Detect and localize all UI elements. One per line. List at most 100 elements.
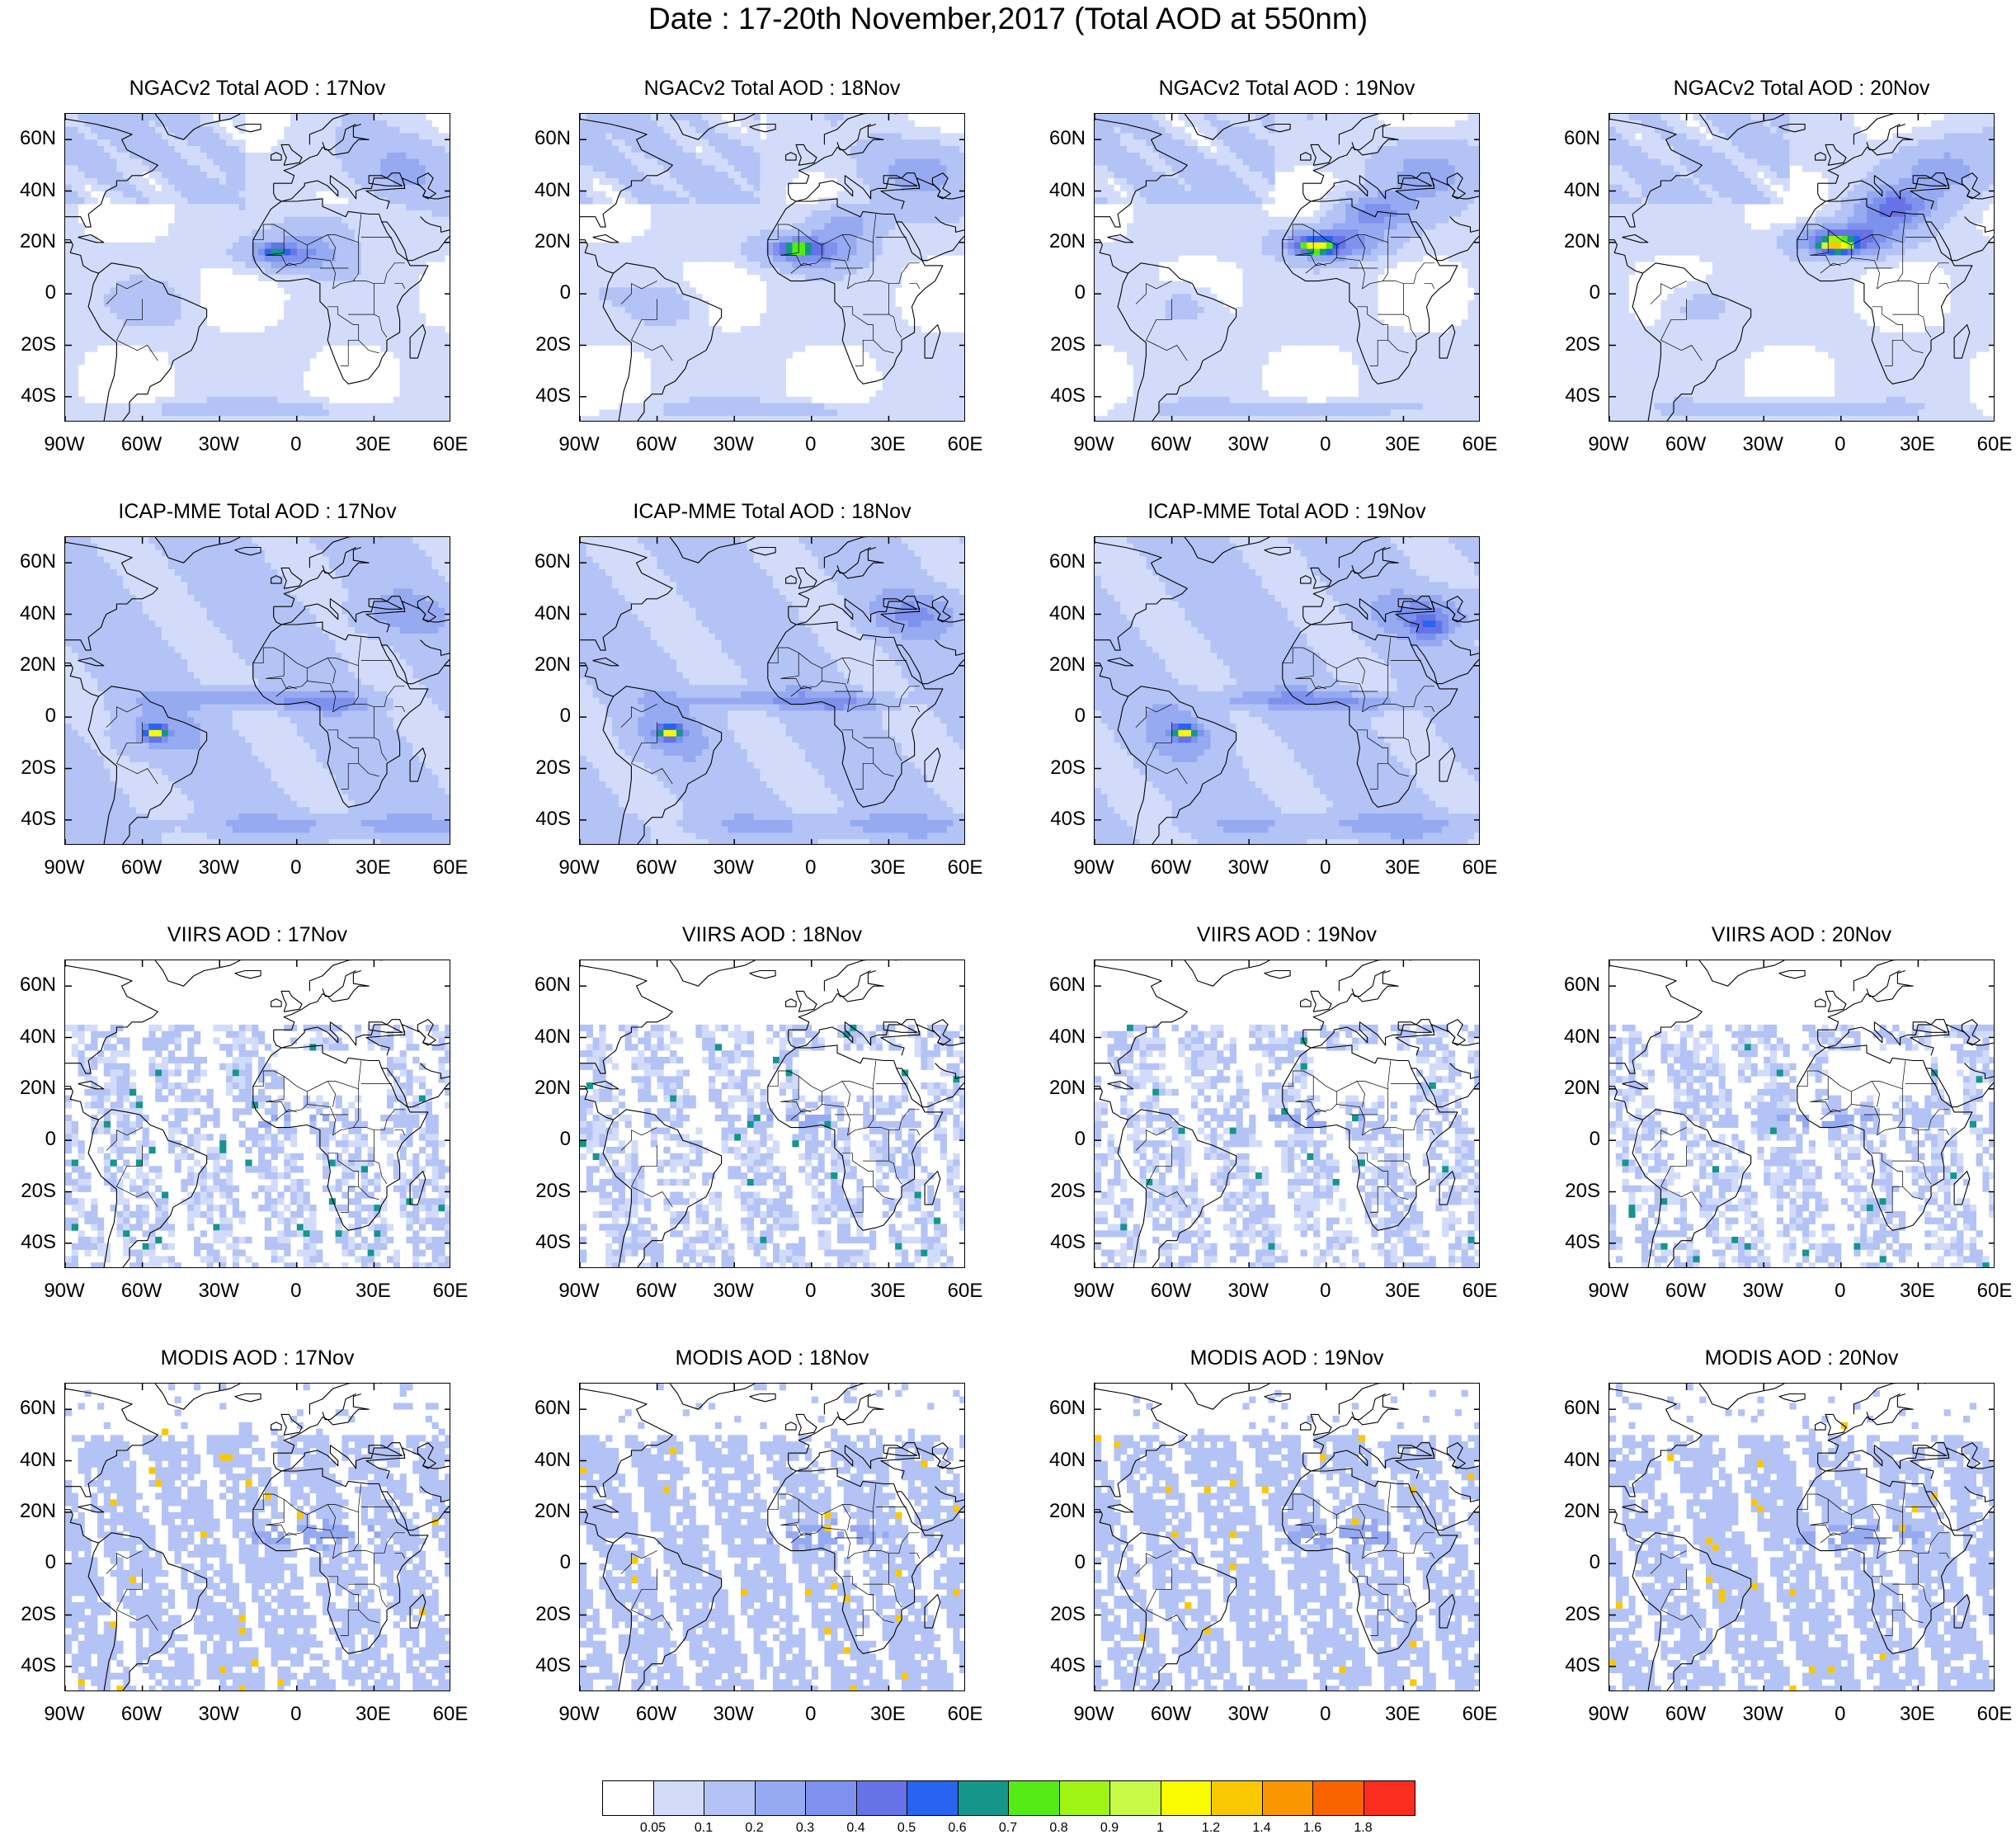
country-border xyxy=(767,214,877,246)
aod-cell xyxy=(323,204,330,211)
aod-cell xyxy=(91,306,98,314)
aod-cell xyxy=(682,396,690,403)
aod-cell xyxy=(785,177,793,186)
aod-cell xyxy=(155,197,163,205)
aod-cell xyxy=(1159,120,1166,127)
aod-cell xyxy=(380,345,388,352)
aod-cell xyxy=(130,177,137,186)
aod-cell xyxy=(284,306,291,314)
aod-cell xyxy=(174,204,181,211)
aod-cell xyxy=(888,255,896,262)
aod-cell xyxy=(130,114,137,121)
aod-cell xyxy=(323,139,330,147)
aod-cell xyxy=(773,177,780,186)
aod-cell xyxy=(258,409,266,417)
aod-cell xyxy=(387,229,394,237)
aod-cell xyxy=(71,358,78,365)
aod-cell xyxy=(902,384,909,391)
aod-cell xyxy=(702,338,709,346)
aod-cell xyxy=(123,268,130,276)
aod-cell xyxy=(1203,133,1211,140)
aod-cell xyxy=(194,306,201,314)
aod-cell xyxy=(940,197,947,205)
aod-cell xyxy=(335,165,342,172)
aod-cell xyxy=(592,248,600,256)
aod-cell xyxy=(599,139,606,147)
aod-cell xyxy=(650,409,657,417)
aod-cell xyxy=(785,152,793,159)
aod-cell xyxy=(71,172,78,179)
aod-cell xyxy=(277,184,285,191)
lat-tick-label: 20N xyxy=(520,231,571,252)
aod-cell xyxy=(921,403,928,410)
aod-cell xyxy=(78,319,85,327)
aod-cell xyxy=(618,158,625,166)
aod-cell xyxy=(940,345,947,352)
aod-cell xyxy=(91,197,98,205)
aod-cell xyxy=(907,152,915,159)
aod-cell xyxy=(747,133,754,140)
aod-cell xyxy=(355,281,362,288)
aod-cell xyxy=(946,146,954,153)
aod-cell xyxy=(181,172,188,179)
aod-cell xyxy=(650,146,657,153)
aod-cell xyxy=(824,262,831,269)
aod-cell xyxy=(226,216,233,224)
aod-cell xyxy=(875,236,883,243)
aod-cell xyxy=(805,281,813,288)
aod-cell xyxy=(380,248,388,256)
aod-cell xyxy=(412,223,420,230)
aod-cell xyxy=(348,177,356,186)
aod-cell xyxy=(181,210,188,218)
aod-cell xyxy=(657,338,664,346)
aod-cell xyxy=(181,294,188,301)
aod-cell xyxy=(174,152,181,159)
aod-cell xyxy=(785,216,793,224)
aod-cell xyxy=(91,338,98,346)
aod-cell xyxy=(419,248,426,256)
aod-cell xyxy=(187,268,195,276)
aod-cell xyxy=(728,345,735,352)
aod-cell xyxy=(355,177,362,186)
aod-cell xyxy=(682,390,690,398)
aod-cell xyxy=(824,146,831,153)
aod-cell xyxy=(914,229,921,237)
aod-cell xyxy=(805,262,813,269)
aod-cell xyxy=(303,416,310,421)
aod-cell xyxy=(419,319,426,327)
aod-cell xyxy=(290,351,298,359)
aod-cell xyxy=(271,216,278,224)
aod-cell xyxy=(1332,133,1340,140)
aod-cell xyxy=(200,158,207,166)
aod-cell xyxy=(657,351,664,359)
aod-cell xyxy=(135,114,143,121)
aod-cell xyxy=(888,223,896,230)
aod-cell xyxy=(194,364,201,372)
aod-cell xyxy=(360,184,368,191)
aod-cell xyxy=(785,319,793,327)
aod-cell xyxy=(187,158,195,166)
aod-cell xyxy=(747,152,754,159)
aod-cell xyxy=(792,345,799,352)
aod-cell xyxy=(323,216,330,224)
aod-cell xyxy=(631,409,638,417)
aod-cell xyxy=(71,152,78,159)
aod-cell xyxy=(888,191,896,198)
aod-cell xyxy=(290,326,298,333)
aod-cell xyxy=(412,146,420,153)
aod-cell xyxy=(798,326,806,333)
aod-cell xyxy=(142,326,149,333)
aod-cell xyxy=(194,281,201,288)
aod-cell xyxy=(1229,133,1236,140)
aod-cell xyxy=(387,300,394,308)
aod-cell xyxy=(599,268,606,276)
aod-cell xyxy=(612,287,619,295)
aod-cell xyxy=(174,332,181,340)
aod-cell xyxy=(863,204,870,211)
aod-cell xyxy=(650,242,657,249)
aod-cell xyxy=(309,139,317,147)
aod-cell xyxy=(277,403,285,410)
aod-cell xyxy=(219,236,227,243)
aod-cell xyxy=(882,191,889,198)
aod-cell xyxy=(592,120,600,127)
